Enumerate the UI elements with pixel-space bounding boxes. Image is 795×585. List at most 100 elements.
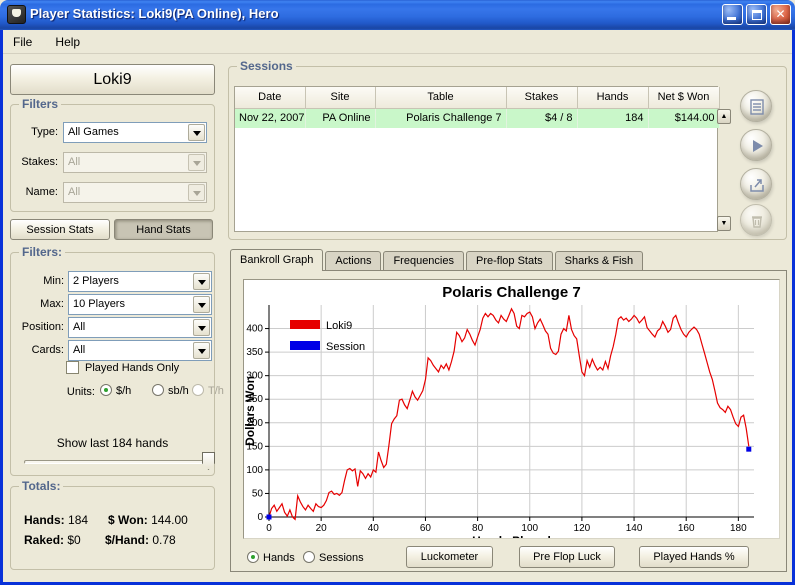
sessions-table-container: DateSiteTableStakesHandsNet $ WonNov 22,…: [234, 86, 718, 232]
max-dropdown-arrow-icon[interactable]: [193, 296, 210, 313]
hand-stats-button[interactable]: Hand Stats: [114, 219, 213, 240]
window-border: [0, 30, 3, 585]
svg-text:Loki9: Loki9: [326, 320, 352, 332]
svg-text:50: 50: [252, 488, 264, 499]
type-dropdown-arrow-icon[interactable]: [188, 124, 205, 141]
list-view-icon: [748, 98, 766, 116]
radio-icon: [152, 384, 164, 396]
export-session-button[interactable]: [740, 168, 772, 200]
filters-group-title: Filters: [19, 97, 61, 111]
session-cell: Nov 22, 2007: [235, 108, 305, 128]
svg-text:400: 400: [246, 324, 263, 335]
hands-slider-track[interactable]: [24, 460, 212, 464]
svg-text:20: 20: [316, 523, 328, 534]
export-icon: [748, 176, 766, 194]
tab-pre-flop-stats[interactable]: Pre-flop Stats: [466, 251, 553, 271]
svg-text:0: 0: [257, 512, 263, 523]
column-header[interactable]: Site: [305, 87, 375, 108]
tab-frequencies[interactable]: Frequencies: [383, 251, 464, 271]
column-header[interactable]: Date: [235, 87, 305, 108]
play-session-button[interactable]: [740, 129, 772, 161]
totals-raked: Raked: $0: [24, 533, 81, 547]
scroll-down-icon[interactable]: ▼: [717, 216, 731, 231]
tab-bankroll-graph[interactable]: Bankroll Graph: [230, 249, 323, 271]
cards-label: Cards:: [8, 344, 64, 356]
stakes-label: Stakes:: [10, 156, 58, 168]
max-players-combobox[interactable]: 10 Players: [68, 294, 212, 315]
sessions-group-title: Sessions: [237, 59, 296, 73]
position-dropdown-arrow-icon[interactable]: [193, 319, 210, 336]
svg-text:100: 100: [246, 465, 263, 476]
player-statistics-window: Player Statistics: Loki9(PA Online), Her…: [0, 0, 795, 585]
type-value: All Games: [68, 126, 119, 138]
cards-combobox[interactable]: All: [68, 340, 212, 361]
min-dropdown-arrow-icon[interactable]: [193, 273, 210, 290]
session-row[interactable]: Nov 22, 2007PA OnlinePolaris Challenge 7…: [235, 108, 719, 128]
luckometer-button[interactable]: Luckometer: [406, 546, 493, 568]
cards-dropdown-arrow-icon[interactable]: [193, 342, 210, 359]
units-smallbet-radio[interactable]: sb/h: [152, 384, 189, 397]
app-icon: [7, 5, 26, 24]
units-label: Units:: [40, 386, 95, 398]
menu-file[interactable]: File: [3, 30, 42, 53]
svg-text:Hands Played: Hands Played: [472, 534, 551, 538]
svg-text:140: 140: [626, 523, 643, 534]
menu-help[interactable]: Help: [45, 30, 90, 53]
show-last-hands-label: Show last 184 hands: [10, 436, 215, 450]
radio-icon: [247, 551, 259, 563]
played-hands-only-checkbox[interactable]: [66, 361, 79, 374]
totals-per-hand: $/Hand: 0.78: [105, 533, 176, 547]
cards-value: All: [73, 344, 85, 356]
menu-bar: File Help: [3, 30, 792, 54]
pre-flop-luck-button[interactable]: Pre Flop Luck: [519, 546, 615, 568]
svg-text:Dollars Won: Dollars Won: [244, 376, 257, 446]
name-label: Name:: [10, 186, 58, 198]
sessions-table[interactable]: DateSiteTableStakesHandsNet $ WonNov 22,…: [235, 87, 720, 128]
column-header[interactable]: Hands: [577, 87, 648, 108]
svg-text:80: 80: [472, 523, 484, 534]
name-combobox: All: [63, 182, 207, 203]
list-view-button[interactable]: [740, 90, 772, 122]
minimize-button[interactable]: [722, 4, 743, 25]
session-cell: PA Online: [305, 108, 375, 128]
scroll-up-icon[interactable]: ▲: [717, 109, 731, 124]
type-combobox[interactable]: All Games: [63, 122, 207, 143]
totals-won: $ Won: 144.00: [108, 513, 188, 527]
svg-text:160: 160: [678, 523, 695, 534]
max-players-value: 10 Players: [73, 298, 125, 310]
column-header[interactable]: Net $ Won: [648, 87, 719, 108]
bankroll-graph-panel: 0204060801001201401601800501001502002503…: [230, 270, 787, 572]
totals-group: Totals:: [10, 486, 215, 570]
tab-sharks-fish[interactable]: Sharks & Fish: [555, 251, 643, 271]
hand-filters-group-title: Filters:: [19, 245, 65, 259]
position-value: All: [73, 321, 85, 333]
minimize-icon: [727, 17, 736, 20]
title-bar[interactable]: Player Statistics: Loki9(PA Online), Her…: [0, 0, 795, 30]
svg-text:100: 100: [521, 523, 538, 534]
position-combobox[interactable]: All: [68, 317, 212, 338]
sessions-scrollbar[interactable]: ▲ ▼: [717, 87, 732, 232]
radio-icon: [192, 384, 204, 396]
session-cell: Polaris Challenge 7: [375, 108, 506, 128]
session-cell: 184: [577, 108, 648, 128]
units-dollar-radio[interactable]: $/h: [100, 384, 131, 397]
session-stats-button[interactable]: Session Stats: [10, 219, 110, 240]
played-hands-pct-button[interactable]: Played Hands %: [639, 546, 749, 568]
svg-text:120: 120: [574, 523, 591, 534]
svg-text:180: 180: [730, 523, 747, 534]
tab-actions[interactable]: Actions: [325, 251, 381, 271]
column-header[interactable]: Stakes: [506, 87, 577, 108]
player-name-box[interactable]: Loki9: [10, 64, 215, 95]
min-players-combobox[interactable]: 2 Players: [68, 271, 212, 292]
close-button[interactable]: ✕: [770, 4, 791, 25]
maximize-icon: [752, 10, 762, 20]
graph-by-hands-radio[interactable]: Hands: [247, 551, 295, 564]
max-label: Max:: [8, 298, 64, 310]
svg-text:Session: Session: [326, 341, 365, 353]
min-players-value: 2 Players: [73, 275, 119, 287]
units-tournament-radio: T/h: [192, 384, 224, 397]
svg-text:60: 60: [420, 523, 432, 534]
maximize-button[interactable]: [746, 4, 767, 25]
graph-by-sessions-radio[interactable]: Sessions: [303, 551, 364, 564]
column-header[interactable]: Table: [375, 87, 506, 108]
